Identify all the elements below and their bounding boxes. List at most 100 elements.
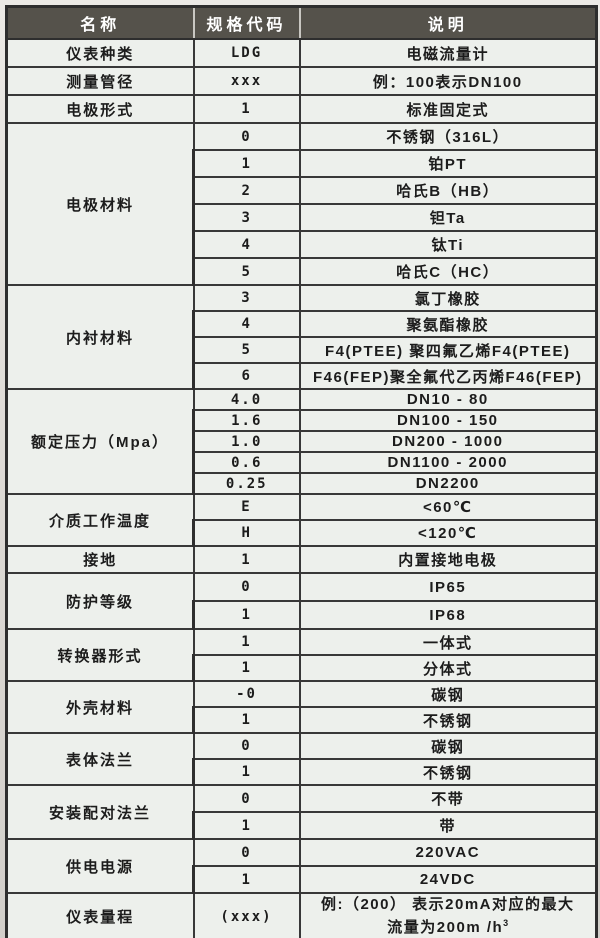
desc-cell: 一体式 — [298, 628, 598, 656]
code-cell: 1 — [192, 628, 301, 656]
code-cell: 1 — [192, 706, 301, 734]
group-name-pipe-diameter: 测量管径 — [5, 66, 195, 96]
desc-cell: DN1100 - 2000 — [298, 451, 598, 474]
group-name-body-flange: 表体法兰 — [5, 732, 195, 786]
code-cell: 4 — [192, 310, 301, 338]
range-desc-line2: 流量为200m /h — [387, 918, 504, 936]
desc-cell: <60℃ — [298, 493, 598, 521]
code-cell: 4 — [192, 230, 301, 259]
header-name: 名称 — [5, 5, 195, 40]
code-cell: 1 — [192, 811, 301, 840]
desc-cell: 不锈钢 — [298, 758, 598, 786]
desc-cell: DN2200 — [298, 472, 598, 495]
desc-cell: IP68 — [298, 600, 598, 630]
table-row: 1.0 DN200 - 1000 — [7, 430, 598, 453]
code-cell: LDG — [192, 38, 301, 68]
range-desc-line1: 例:（200） 表示20mA对应的最大 — [320, 896, 575, 914]
table-row: 电极形式 1 标准固定式 — [5, 94, 598, 124]
desc-cell: 不锈钢 — [298, 706, 598, 734]
table-row: 表体法兰 0 碳钢 — [5, 732, 598, 786]
desc-cell: 哈氏B（HB） — [298, 176, 598, 205]
code-cell: 0 — [192, 784, 301, 813]
desc-cell: 钛Ti — [298, 230, 598, 259]
desc-cell: DN200 - 1000 — [298, 430, 598, 453]
code-cell: 3 — [192, 284, 301, 312]
group-name-converter-form: 转换器形式 — [5, 628, 195, 682]
table-row: 1 24VDC — [7, 865, 598, 894]
desc-cell: 220VAC — [298, 838, 598, 867]
desc-cell: 内置接地电极 — [298, 545, 598, 574]
code-cell: 2 — [192, 176, 301, 205]
code-cell: 1.0 — [192, 430, 301, 453]
group-name-grounding: 接地 — [5, 545, 195, 574]
desc-cell: 标准固定式 — [298, 94, 598, 124]
desc-cell: DN100 - 150 — [298, 409, 598, 432]
table-row: 1 分体式 — [7, 654, 598, 682]
desc-cell: 例:（200） 表示20mA对应的最大 流量为200m /h3 — [298, 892, 598, 938]
group-name-medium-temperature: 介质工作温度 — [5, 493, 195, 547]
table-row: 仪表量程 (xxx) 例:（200） 表示20mA对应的最大 流量为200m /… — [5, 892, 598, 938]
code-cell: E — [192, 493, 301, 521]
table-row: 1 铂PT — [7, 149, 598, 178]
table-row: 转换器形式 1 一体式 — [5, 628, 598, 682]
code-cell: 1 — [192, 545, 301, 574]
desc-cell: 例：100表示DN100 — [298, 66, 598, 96]
desc-cell: 不锈钢（316L） — [298, 122, 598, 151]
group-name-instrument-type: 仪表种类 — [5, 38, 195, 68]
group-name-electrode-form: 电极形式 — [5, 94, 195, 124]
code-cell: -0 — [192, 680, 301, 708]
code-cell: H — [192, 519, 301, 547]
code-cell: xxx — [192, 66, 301, 96]
code-cell: 1.6 — [192, 409, 301, 432]
range-desc-superscript: 3 — [503, 917, 509, 928]
table-row: 5 哈氏C（HC） — [7, 257, 598, 286]
table-row: 供电电源 0 220VAC — [5, 838, 598, 894]
code-cell: 5 — [192, 257, 301, 286]
table-row: 接地 1 内置接地电极 — [5, 545, 598, 574]
desc-cell: 钽Ta — [298, 203, 598, 232]
header-code: 规格代码 — [192, 5, 301, 40]
code-cell: 1 — [192, 654, 301, 682]
table-row: 防护等级 0 IP65 — [5, 572, 598, 630]
table-row: 4 聚氨酯橡胶 — [7, 310, 598, 338]
desc-cell: 不带 — [298, 784, 598, 813]
header-row: 名称 规格代码 说明 — [5, 5, 598, 40]
code-cell: 0.6 — [192, 451, 301, 474]
desc-cell: DN10 - 80 — [298, 388, 598, 411]
group-name-protection-rating: 防护等级 — [5, 572, 195, 630]
code-cell: 6 — [192, 362, 301, 390]
code-cell: (xxx) — [192, 892, 301, 938]
group-name-electrode-material: 电极材料 — [5, 122, 195, 286]
desc-cell: 氯丁橡胶 — [298, 284, 598, 312]
desc-cell: 分体式 — [298, 654, 598, 682]
desc-cell: <120℃ — [298, 519, 598, 547]
code-cell: 1 — [192, 758, 301, 786]
table-row: 2 哈氏B（HB） — [7, 176, 598, 205]
table-row: 额定压力（Mpa） 4.0 DN10 - 80 — [5, 388, 598, 495]
table-row: H <120℃ — [7, 519, 598, 547]
desc-cell: 24VDC — [298, 865, 598, 894]
table-row: 3 钽Ta — [7, 203, 598, 232]
code-cell: 3 — [192, 203, 301, 232]
flowmeter-spec-table: 名称 规格代码 说明 仪表种类 LDG 电磁流量计 测量管径 xxx 例：100… — [5, 5, 598, 938]
desc-cell: 铂PT — [298, 149, 598, 178]
code-cell: 4.0 — [192, 388, 301, 411]
desc-cell: 带 — [298, 811, 598, 840]
desc-cell: 哈氏C（HC） — [298, 257, 598, 286]
table-row: 介质工作温度 E <60℃ — [5, 493, 598, 547]
group-name-housing-material: 外壳材料 — [5, 680, 195, 734]
header-desc: 说明 — [298, 5, 598, 40]
table-row: 内衬材料 3 氯丁橡胶 — [5, 284, 598, 390]
table-row: 1 带 — [7, 811, 598, 840]
desc-cell: 电磁流量计 — [298, 38, 598, 68]
group-name-mating-flange: 安装配对法兰 — [5, 784, 195, 840]
desc-cell: 碳钢 — [298, 732, 598, 760]
table-row: 6 F46(FEP)聚全氟代乙丙烯F46(FEP) — [7, 362, 598, 390]
table-row: 5 F4(PTEE) 聚四氟乙烯F4(PTEE) — [7, 336, 598, 364]
code-cell: 0 — [192, 122, 301, 151]
group-name-rated-pressure: 额定压力（Mpa） — [5, 388, 195, 495]
desc-cell: IP65 — [298, 572, 598, 602]
group-name-liner-material: 内衬材料 — [5, 284, 195, 390]
desc-cell: F4(PTEE) 聚四氟乙烯F4(PTEE) — [298, 336, 598, 364]
